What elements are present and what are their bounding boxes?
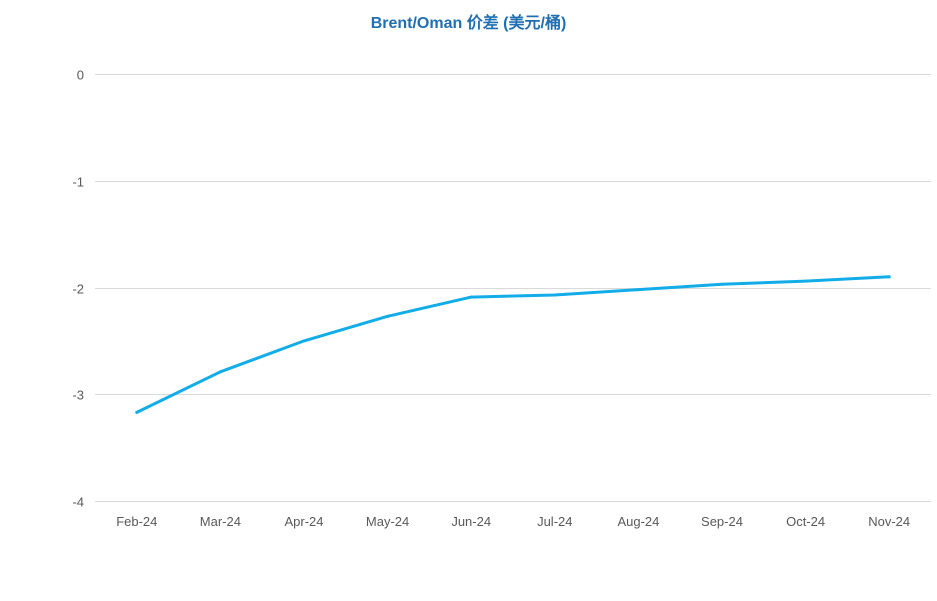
x-tick-label: Jun-24 [451, 514, 491, 529]
x-tick-label: Feb-24 [116, 514, 157, 529]
data-point [469, 295, 473, 299]
y-tick-label: -2 [72, 282, 84, 297]
data-point [553, 293, 557, 297]
data-point [720, 282, 724, 286]
x-tick-label: Jul-24 [537, 514, 572, 529]
x-tick-label: Sep-24 [701, 514, 743, 529]
data-point [804, 279, 808, 283]
x-tick-label: Mar-24 [200, 514, 241, 529]
data-point [218, 370, 222, 374]
gridlines [95, 74, 931, 502]
y-tick-label: 0 [77, 68, 84, 83]
series-layer [135, 275, 891, 414]
x-tick-label: Nov-24 [868, 514, 910, 529]
y-tick-label: -4 [72, 495, 84, 510]
data-point [302, 339, 306, 343]
series-line [135, 275, 891, 414]
data-point [386, 314, 390, 318]
x-tick-label: Apr-24 [284, 514, 323, 529]
y-tick-label: -3 [72, 388, 84, 403]
data-point [887, 275, 891, 279]
data-point [636, 288, 640, 292]
x-tick-label: May-24 [366, 514, 409, 529]
data-point [135, 410, 139, 414]
y-tick-label: -1 [72, 175, 84, 190]
x-tick-label: Oct-24 [786, 514, 825, 529]
chart-title: Brent/Oman 价差 (美元/桶) [370, 15, 567, 32]
x-axis-tick-labels: Feb-24 Mar-24 Apr-24 May-24 Jun-24 Jul-24 Aug-… [116, 514, 910, 529]
x-tick-label: Aug-24 [617, 514, 659, 529]
y-axis-tick-labels: 0 -1 -2 -3 -4 [72, 68, 84, 510]
